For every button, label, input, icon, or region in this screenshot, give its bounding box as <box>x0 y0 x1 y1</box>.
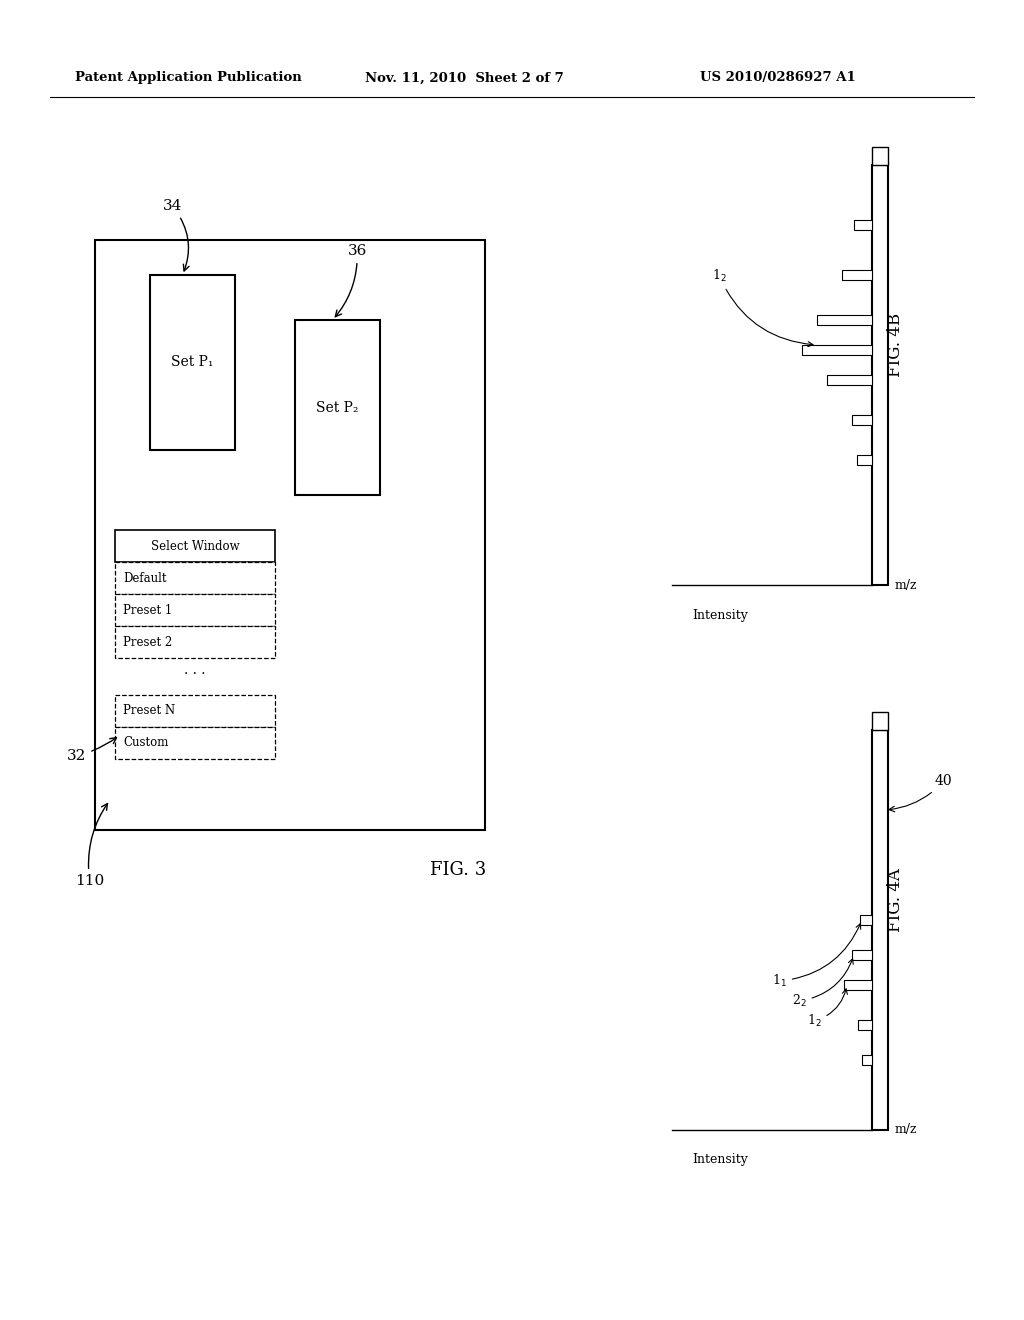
Bar <box>115 626 275 657</box>
Text: Select Window: Select Window <box>151 540 240 553</box>
Text: m/z: m/z <box>895 578 918 591</box>
Bar <box>854 220 872 230</box>
Text: 36: 36 <box>335 244 367 317</box>
Bar <box>150 275 234 450</box>
Bar <box>872 730 888 1130</box>
Bar <box>295 319 380 495</box>
Text: Preset 2: Preset 2 <box>123 635 172 648</box>
Bar <box>852 950 872 960</box>
Text: FIG. 4B: FIG. 4B <box>887 313 903 378</box>
Bar <box>872 165 888 585</box>
Text: Preset 1: Preset 1 <box>123 603 172 616</box>
Bar <box>852 414 872 425</box>
Text: Intensity: Intensity <box>692 609 748 622</box>
Bar <box>844 979 872 990</box>
Text: Patent Application Publication: Patent Application Publication <box>75 71 302 84</box>
Bar <box>858 1020 872 1030</box>
Bar <box>115 727 275 759</box>
Text: 2$_2$: 2$_2$ <box>792 958 853 1008</box>
Bar <box>872 711 888 730</box>
Text: 1$_2$: 1$_2$ <box>712 268 813 347</box>
Bar <box>115 594 275 626</box>
Bar <box>115 531 275 562</box>
Text: Set P₂: Set P₂ <box>316 400 358 414</box>
Text: 1$_2$: 1$_2$ <box>807 989 847 1030</box>
Bar <box>860 915 872 925</box>
Text: 34: 34 <box>163 199 189 271</box>
Text: Nov. 11, 2010  Sheet 2 of 7: Nov. 11, 2010 Sheet 2 of 7 <box>365 71 564 84</box>
Bar <box>872 147 888 165</box>
Text: m/z: m/z <box>895 1123 918 1137</box>
Text: 110: 110 <box>75 804 108 888</box>
Text: US 2010/0286927 A1: US 2010/0286927 A1 <box>700 71 856 84</box>
Text: . . .: . . . <box>184 663 206 677</box>
Text: 1$_1$: 1$_1$ <box>772 924 861 989</box>
Text: FIG. 3: FIG. 3 <box>430 861 486 879</box>
Text: FIG. 4A: FIG. 4A <box>887 869 903 932</box>
Text: Set P₁: Set P₁ <box>171 355 214 370</box>
Text: Preset N: Preset N <box>123 705 175 718</box>
Text: 32: 32 <box>67 738 117 763</box>
Bar <box>827 375 872 385</box>
Bar <box>802 345 872 355</box>
Bar <box>862 1055 872 1065</box>
Text: Default: Default <box>123 572 167 585</box>
Bar <box>817 315 872 325</box>
Bar <box>842 271 872 280</box>
Bar <box>857 455 872 465</box>
Bar <box>95 240 485 830</box>
Bar <box>115 696 275 727</box>
Bar <box>115 562 275 594</box>
Text: Custom: Custom <box>123 737 168 750</box>
Text: 40: 40 <box>889 774 952 812</box>
Text: Intensity: Intensity <box>692 1154 748 1167</box>
